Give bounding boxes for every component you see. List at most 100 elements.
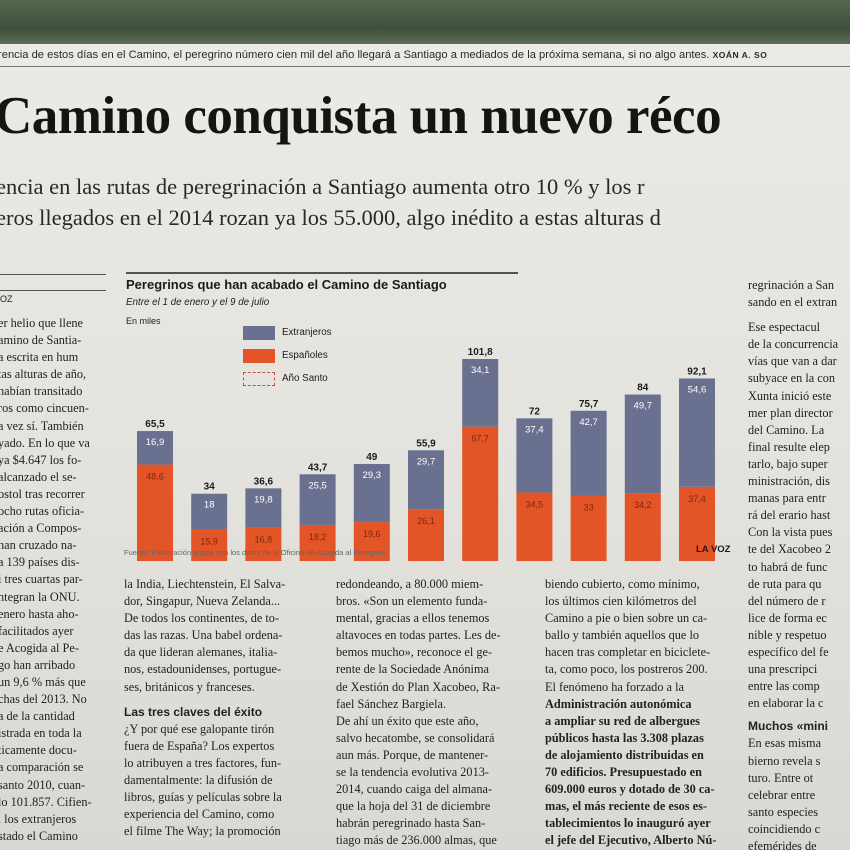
text-line: mas, el más reciente de esos es- <box>545 799 707 814</box>
text-line: ya $4.647 los fo- <box>0 452 82 467</box>
bar-espanoles-2005 <box>191 529 228 561</box>
text-line: istrada en toda la <box>0 726 82 741</box>
total-label-2007: 43,7 <box>308 462 328 473</box>
text-line: efemérides de <box>748 839 817 850</box>
chart-infographic: Peregrinos que han acabado el Camino de … <box>118 272 730 562</box>
total-label-2013: 84 <box>637 383 649 394</box>
text-line: rá del erario hast <box>748 508 831 523</box>
article-column-right: regrinación a San sando en el extran Ese … <box>748 277 838 850</box>
data-label-espanoles-2009: 26,1 <box>417 516 435 526</box>
top-strip-sentence: rencia de estos días en el Camino, el pe… <box>0 49 710 61</box>
bar-espanoles-2014 <box>679 486 715 561</box>
text-line: tiago más de 236.000 almas, que <box>336 833 497 848</box>
text-line: experiencia del Camino, como <box>124 807 275 822</box>
top-byline: XOÁN A. SO <box>712 50 768 60</box>
text-line: fuera de España? Los expertos <box>124 738 275 753</box>
text-line: e Acogida al Pe- <box>0 640 79 655</box>
text-line: das las razas. Una babel ordena- <box>124 628 283 643</box>
bar-extranjeros-2010 <box>462 359 499 427</box>
text-line: te del Xacobeo 2 <box>748 542 831 557</box>
text-line: yado. En lo que va <box>0 435 90 450</box>
text-line: públicos hasta las 3.308 plazas <box>545 730 704 745</box>
total-label-2008: 49 <box>366 452 378 463</box>
column-rule <box>0 274 106 275</box>
text-line: De todos los continentes, de to- <box>124 611 280 626</box>
text-line: de alojamiento distribuidas en <box>545 747 704 762</box>
newspaper-page: rencia de estos días en el Camino, el pe… <box>0 44 850 850</box>
text-line: stado el Camino <box>0 828 78 843</box>
bar-extranjeros-2007 <box>299 474 336 525</box>
bar-extranjeros-2011 <box>516 418 553 493</box>
data-label-extranjeros-2011: 37,4 <box>525 424 544 435</box>
text-line: lice de forma ec <box>748 610 827 625</box>
data-label-espanoles-2010: 67,7 <box>471 434 489 444</box>
text-line: aun más. Porque, de mantener- <box>336 747 489 762</box>
text-line: ta, como poco, los postreros 200. <box>545 662 708 677</box>
top-strip-text: rencia de estos días en el Camino, el pe… <box>0 49 767 61</box>
text-line: el filme The Way; la promoción <box>124 824 281 839</box>
bar-extranjeros-2004 <box>137 431 173 465</box>
text-line: nible y respetuo <box>748 627 827 642</box>
text-line: ballo y también aquellos que lo <box>545 628 700 643</box>
text-line: bierno revela s <box>748 753 821 768</box>
headline: Camino conquista un nuevo réco <box>0 87 722 145</box>
chart-source: Fuente: Elaboración propia con los datos… <box>124 548 386 557</box>
total-label-2011: 72 <box>529 406 541 417</box>
text-line: coincidiendo c <box>748 821 821 836</box>
bar-extranjeros-2012 <box>570 410 607 496</box>
text-line: regrinación a San <box>748 278 835 292</box>
data-label-extranjeros-2009: 29,7 <box>417 456 436 467</box>
text-line: redondeando, a 80.000 miem- <box>336 577 484 591</box>
text-line: una prescripci <box>748 662 818 677</box>
text-line: . los extranjeros <box>0 811 77 826</box>
legend-swatch-extranjeros <box>243 326 275 340</box>
text-line: entre las comp <box>748 679 820 694</box>
legend-label-extranjeros: Extranjeros <box>282 327 332 338</box>
text-line: los últimos cien kilómetros del <box>545 594 697 609</box>
text-line: que la hoja del 31 de diciembre <box>336 799 491 814</box>
bar-espanoles-2008 <box>353 522 390 561</box>
chart-unit-label: En miles <box>126 316 161 326</box>
text-line: ses, británicos y franceses. <box>124 679 255 694</box>
text-line: er helio que llene <box>0 316 84 330</box>
text-line: ros como cincuen- <box>0 401 89 416</box>
data-label-extranjeros-2004: 16,9 <box>146 437 165 448</box>
bar-extranjeros-2006 <box>245 488 282 528</box>
data-label-espanoles-2011: 34,5 <box>526 500 544 510</box>
text-line: bros. «Son un elemento funda- <box>336 594 488 609</box>
article-column-3: biendo cubierto, como mínimo, los últimos… <box>545 576 716 850</box>
text-line: facilitados ayer <box>0 623 74 638</box>
data-label-extranjeros-2010: 34,1 <box>471 365 490 376</box>
text-line: tarlo, bajo super <box>748 456 828 471</box>
text-line: tas alturas de año, <box>0 367 87 382</box>
text-line: la India, Liechtenstein, El Salva- <box>124 577 286 591</box>
text-line: ocho rutas oficia- <box>0 504 85 519</box>
text-line: dor, Singapur, Nueva Zelanda... <box>124 594 281 609</box>
text-line: mental, gracias a ellos tenemos <box>336 611 490 626</box>
bar-extranjeros-2014 <box>679 378 715 487</box>
text-line: de ruta para qu <box>748 576 822 591</box>
text-line: a 139 países dis- <box>0 555 80 570</box>
total-label-2012: 75,7 <box>579 399 599 410</box>
text-line: ¿Y por qué ese galopante tirón <box>124 721 275 736</box>
text-line: han cruzado na- <box>0 538 77 553</box>
text-line: De ahí un éxito que este año, <box>336 713 479 728</box>
article-column-1: la India, Liechtenstein, El Salva-dor, S… <box>124 576 285 840</box>
text-line: a comparación se <box>0 760 84 775</box>
text-line: santo 2010, cuan- <box>0 777 86 792</box>
text-line: a escrita en hum <box>0 350 79 365</box>
data-label-espanoles-2007: 18,2 <box>309 532 327 542</box>
top-rule <box>0 66 850 67</box>
text-line: da que lideran alemanes, italia- <box>124 645 278 660</box>
data-label-espanoles-2012: 33 <box>584 503 594 513</box>
text-line: biendo cubierto, como mínimo, <box>545 577 700 591</box>
chart-plot: 48,616,965,5200415,91834200516,819,836,6… <box>126 272 715 561</box>
data-label-espanoles-2013: 34,2 <box>634 500 652 510</box>
text-line: ostol tras recorrer <box>0 486 85 501</box>
data-label-extranjeros-2013: 49,7 <box>634 401 653 412</box>
total-label-2009: 55,9 <box>416 438 436 449</box>
text-line: a ampliar su red de albergues <box>545 713 700 728</box>
data-label-espanoles-2008: 19,6 <box>363 529 381 539</box>
data-label-espanoles-2005: 15,9 <box>200 536 218 546</box>
text-line: a vez sí. También <box>0 418 84 433</box>
